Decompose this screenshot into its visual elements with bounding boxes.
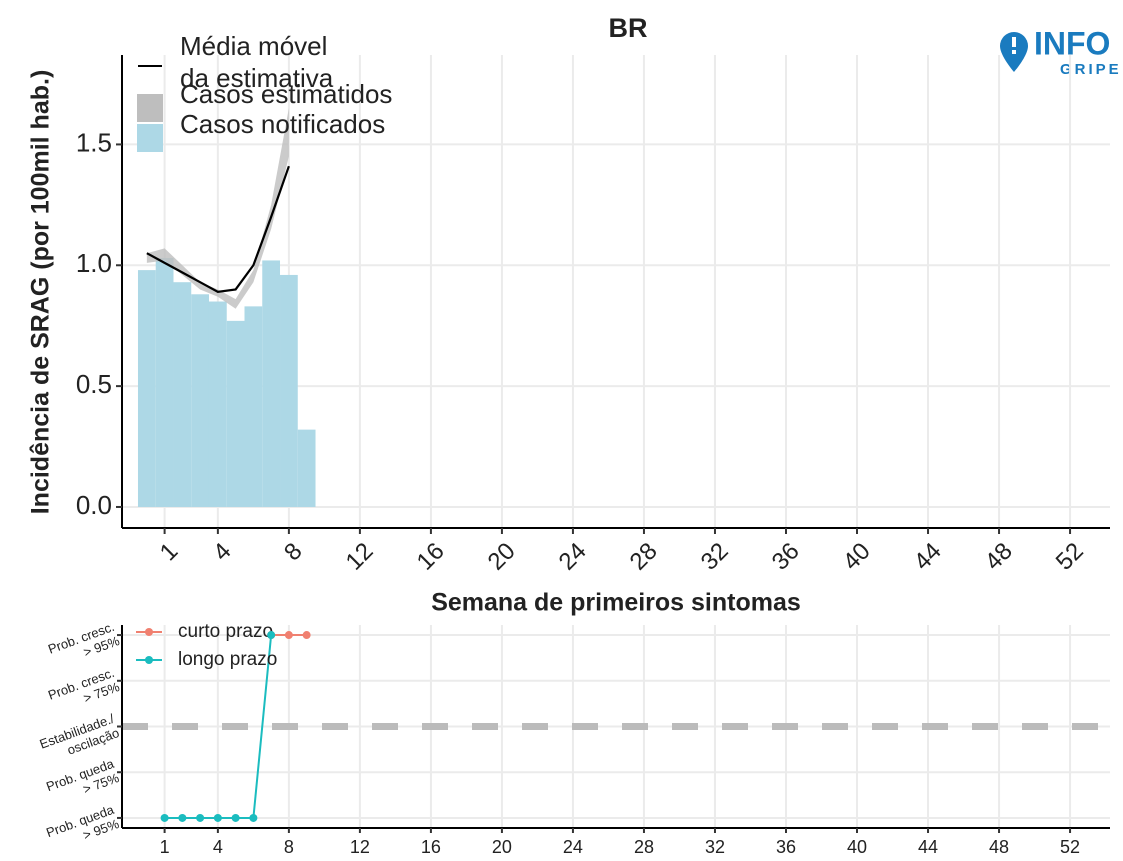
x-tick-label: 36 [767, 538, 805, 576]
x-tick-label: 4 [213, 837, 223, 857]
bar [297, 429, 316, 507]
chart-title: BR [609, 13, 648, 43]
logo-bottom: GRIPE [1060, 61, 1122, 78]
x-tick-label: 24 [563, 837, 583, 857]
x-tick-label: 12 [341, 538, 379, 576]
logo-top: INFO [1034, 25, 1110, 61]
trend-point [302, 631, 311, 640]
trend-point [284, 631, 293, 640]
x-tick-label: 24 [554, 538, 592, 576]
trend-point [178, 813, 187, 822]
x-tick-label: 40 [847, 837, 867, 857]
trend-point [160, 813, 169, 822]
trend-point [249, 813, 258, 822]
trend-point [231, 813, 240, 822]
x-tick-label: 48 [989, 837, 1009, 857]
bar [244, 306, 263, 507]
moving-average-line [146, 165, 290, 294]
x-tick-label: 48 [980, 538, 1018, 576]
x-tick-label: 1 [155, 538, 184, 567]
bar [262, 260, 281, 507]
x-tick-label: 12 [350, 837, 370, 857]
legend-label: longo prazo [178, 649, 277, 670]
legend-label: Casos notificados [180, 109, 386, 139]
legend-label: Casos estimatidos [180, 79, 393, 109]
bar [173, 282, 192, 507]
x-tick-label: 28 [625, 538, 663, 576]
legend-key [137, 124, 163, 152]
x-tick-label: 32 [705, 837, 725, 857]
x-tick-label: 32 [696, 538, 734, 576]
bar [280, 274, 298, 507]
x-tick-label: 16 [412, 538, 450, 576]
trend-point [267, 631, 276, 640]
x-tick-label: 20 [483, 538, 521, 576]
legend-label: curto prazo [178, 621, 273, 642]
y-tick-label: 0.0 [76, 490, 112, 520]
logo-icon [1000, 32, 1028, 72]
y-tick-label: 1.5 [76, 127, 112, 157]
x-tick-label: 4 [208, 538, 237, 567]
x-tick-label: 20 [492, 837, 512, 857]
bar [155, 258, 174, 507]
bar [191, 294, 209, 507]
x-axis-title: Semana de primeiros sintomas [431, 589, 801, 617]
x-tick-label: 40 [838, 538, 876, 576]
legend-key [145, 656, 153, 664]
x-tick-label: 8 [279, 538, 308, 567]
x-tick-label: 44 [918, 837, 938, 857]
y-tick-label: 1.0 [76, 248, 112, 278]
x-tick-label: 44 [909, 538, 947, 576]
legend-key [137, 94, 163, 122]
x-tick-label: 36 [776, 837, 796, 857]
bar [226, 320, 245, 507]
bar [208, 301, 227, 507]
y-axis-title: Incidência de SRAG (por 100mil hab.) [27, 70, 55, 515]
x-tick-label: 16 [421, 837, 441, 857]
x-tick-label: 52 [1051, 538, 1089, 576]
x-tick-label: 8 [284, 837, 294, 857]
x-tick-label: 52 [1060, 837, 1080, 857]
x-tick-label: 1 [160, 837, 170, 857]
legend-label: Média móvel da estimativa [180, 31, 334, 93]
x-tick-label: 28 [634, 837, 654, 857]
trend-point [213, 813, 222, 822]
legend-key [145, 628, 153, 636]
trend-point [196, 813, 205, 822]
bar [137, 270, 156, 507]
y-tick-label: 0.5 [76, 369, 112, 399]
